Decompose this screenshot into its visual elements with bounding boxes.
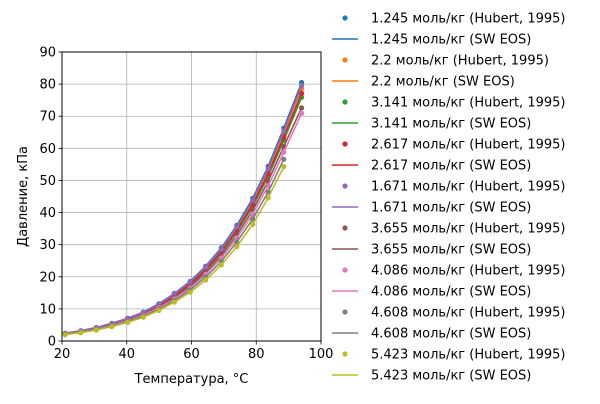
legend-label: 1.245 моль/кг (SW EOS) [371, 33, 531, 48]
x-tick-label: 40 [118, 347, 135, 362]
legend-item: 1.671 моль/кг (SW EOS) [332, 201, 531, 216]
legend-item: 5.423 моль/кг (Hubert, 1995) [342, 348, 565, 363]
legend-label: 4.608 моль/кг (Hubert, 1995) [371, 306, 565, 321]
y-tick-label: 30 [39, 238, 56, 253]
series-line [65, 96, 303, 335]
series-12-line [65, 107, 303, 335]
series-5-points [62, 94, 305, 337]
legend-label: 5.423 моль/кг (Hubert, 1995) [371, 348, 565, 363]
x-axis-ticks: 20 40 60 80 100 [54, 341, 334, 362]
legend-label: 5.423 моль/кг (SW EOS) [371, 369, 531, 384]
legend-item: 1.245 моль/кг (SW EOS) [332, 33, 531, 48]
legend-item: 4.608 моль/кг (Hubert, 1995) [342, 306, 565, 321]
legend-swatch-marker [342, 183, 348, 189]
legend-label: 3.655 моль/кг (SW EOS) [371, 243, 531, 258]
series-line [65, 107, 303, 335]
y-axis-label: Давление, кПа [16, 146, 31, 247]
y-tick-label: 70 [39, 110, 56, 125]
legend-swatch-marker [342, 267, 348, 273]
legend-label: 2.617 моль/кг (Hubert, 1995) [371, 138, 565, 153]
series-13-points [62, 110, 305, 337]
series-17-points [62, 164, 287, 338]
series-line [65, 166, 285, 336]
series-7-points [62, 90, 305, 337]
plot-area [62, 79, 305, 338]
legend-swatch-marker [342, 309, 348, 315]
series-1-points [62, 79, 305, 336]
series-line [65, 112, 303, 336]
x-tick-label: 80 [248, 347, 265, 362]
y-tick-label: 20 [39, 270, 56, 285]
legend-item: 3.655 моль/кг (Hubert, 1995) [342, 222, 565, 237]
legend-item: 1.245 моль/кг (Hubert, 1995) [342, 12, 565, 27]
x-axis-label: Температура, °C [134, 372, 249, 387]
series-6-line [65, 96, 303, 335]
legend-item: 4.086 моль/кг (SW EOS) [332, 285, 531, 300]
series-9-points [62, 83, 305, 336]
series-16-line [65, 158, 285, 336]
grid-lines [61, 51, 322, 342]
series-15-points [62, 156, 287, 337]
series-line [65, 93, 303, 335]
legend-label: 3.141 моль/кг (Hubert, 1995) [371, 96, 565, 111]
y-tick-label: 40 [39, 206, 56, 221]
x-tick-label: 100 [309, 347, 334, 362]
legend-item: 4.086 моль/кг (Hubert, 1995) [342, 264, 565, 279]
legend-item: 4.608 моль/кг (SW EOS) [332, 327, 531, 342]
legend-item: 2.2 моль/кг (SW EOS) [332, 75, 515, 90]
y-tick-label: 60 [39, 142, 56, 157]
y-tick-label: 80 [39, 78, 56, 93]
legend-label: 4.086 моль/кг (Hubert, 1995) [371, 264, 565, 279]
legend: 1.245 моль/кг (Hubert, 1995) 1.245 моль/к… [332, 12, 565, 384]
series-line [65, 85, 303, 335]
y-tick-label: 90 [39, 46, 56, 61]
legend-label: 4.086 моль/кг (SW EOS) [371, 285, 531, 300]
legend-label: 1.671 моль/кг (Hubert, 1995) [371, 180, 565, 195]
legend-swatch-marker [342, 57, 348, 63]
legend-label: 1.671 моль/кг (SW EOS) [371, 201, 531, 216]
y-tick-label: 10 [39, 302, 56, 317]
legend-item: 3.655 моль/кг (SW EOS) [332, 243, 531, 258]
legend-swatch-marker [342, 15, 348, 21]
series-18-line [65, 166, 285, 336]
series-11-points [62, 105, 305, 337]
legend-item: 2.617 моль/кг (SW EOS) [332, 159, 531, 174]
legend-item: 5.423 моль/кг (SW EOS) [332, 369, 531, 384]
legend-swatch-marker [342, 141, 348, 147]
legend-item: 2.617 моль/кг (Hubert, 1995) [342, 138, 565, 153]
y-axis-ticks: 0 10 20 30 40 50 60 70 80 90 [39, 46, 62, 350]
legend-item: 3.141 моль/кг (SW EOS) [332, 117, 531, 132]
y-tick-label: 50 [39, 174, 56, 189]
legend-label: 4.608 моль/кг (SW EOS) [371, 327, 531, 342]
legend-label: 2.2 моль/кг (SW EOS) [371, 75, 515, 90]
series-3-points [62, 86, 305, 337]
legend-item: 1.671 моль/кг (Hubert, 1995) [342, 180, 565, 195]
legend-swatch-marker [342, 99, 348, 105]
x-tick-label: 60 [183, 347, 200, 362]
legend-label: 2.2 моль/кг (Hubert, 1995) [371, 54, 549, 69]
legend-swatch-marker [342, 351, 348, 357]
series-8-line [65, 93, 303, 335]
series-line [65, 158, 285, 336]
series-14-line [65, 112, 303, 336]
legend-label: 3.141 моль/кг (SW EOS) [371, 117, 531, 132]
legend-label: 1.245 моль/кг (Hubert, 1995) [371, 12, 565, 27]
x-tick-label: 20 [54, 347, 71, 362]
y-tick-label: 0 [48, 335, 56, 350]
legend-label: 2.617 моль/кг (SW EOS) [371, 159, 531, 174]
legend-swatch-marker [342, 225, 348, 231]
legend-item: 2.2 моль/кг (Hubert, 1995) [342, 54, 549, 69]
legend-item: 3.141 моль/кг (Hubert, 1995) [342, 96, 565, 111]
legend-label: 3.655 моль/кг (Hubert, 1995) [371, 222, 565, 237]
series-10-line [65, 85, 303, 335]
